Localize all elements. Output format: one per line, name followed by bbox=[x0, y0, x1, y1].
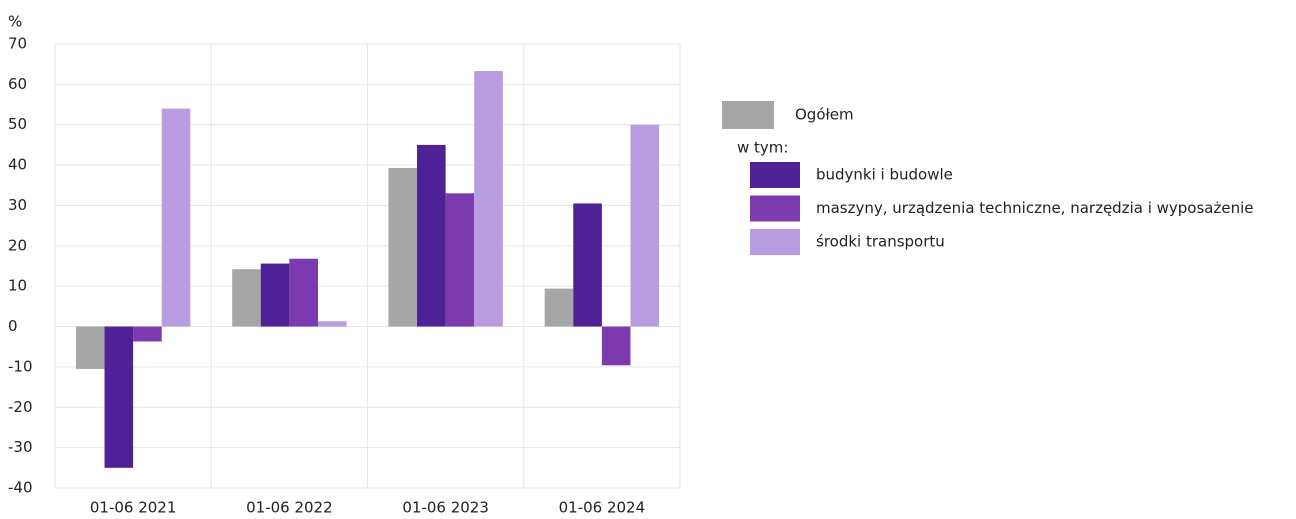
y-tick-label: 30 bbox=[8, 196, 27, 214]
bar bbox=[104, 326, 134, 468]
legend-swatch bbox=[750, 229, 800, 255]
y-tick-label: -10 bbox=[8, 357, 33, 375]
y-tick-label: 40 bbox=[8, 156, 27, 174]
x-tick-label: 01-06 2023 bbox=[402, 499, 489, 517]
y-tick-label: 50 bbox=[8, 115, 27, 133]
bar bbox=[161, 108, 191, 327]
bar bbox=[75, 326, 105, 369]
y-tick-label: 10 bbox=[8, 277, 27, 295]
legend-label: środki transportu bbox=[816, 233, 945, 251]
y-tick-label: 0 bbox=[8, 317, 18, 335]
bar bbox=[445, 193, 475, 327]
legend-swatch bbox=[722, 101, 774, 129]
x-tick-label: 01-06 2022 bbox=[246, 499, 333, 517]
bar bbox=[289, 258, 318, 327]
bar bbox=[544, 288, 574, 327]
bar bbox=[630, 124, 660, 327]
legend-label: budynki i budowle bbox=[816, 166, 953, 184]
legend-label: maszyny, urządzenia techniczne, narzędzi… bbox=[816, 199, 1254, 217]
bar bbox=[417, 144, 446, 327]
bar bbox=[260, 263, 290, 327]
legend-subheading: w tym: bbox=[737, 139, 788, 157]
bar bbox=[317, 321, 347, 327]
y-tick-label: -20 bbox=[8, 398, 33, 416]
x-tick-label: 01-06 2021 bbox=[90, 499, 177, 517]
legend-swatch bbox=[750, 195, 800, 222]
y-tick-label: 70 bbox=[8, 35, 27, 53]
x-tick-label: 01-06 2024 bbox=[559, 499, 646, 517]
bar bbox=[474, 71, 503, 327]
bar bbox=[133, 326, 162, 342]
legend-label: Ogółem bbox=[795, 106, 854, 124]
legend-swatch bbox=[750, 162, 800, 188]
bar bbox=[573, 203, 602, 327]
y-tick-label: -40 bbox=[8, 479, 33, 497]
y-axis-label: % bbox=[8, 13, 22, 31]
y-tick-label: 20 bbox=[8, 236, 27, 254]
bar bbox=[388, 167, 418, 327]
y-tick-label: -30 bbox=[8, 438, 33, 456]
bar bbox=[232, 269, 261, 327]
y-tick-label: 60 bbox=[8, 75, 27, 93]
bar bbox=[601, 326, 631, 366]
